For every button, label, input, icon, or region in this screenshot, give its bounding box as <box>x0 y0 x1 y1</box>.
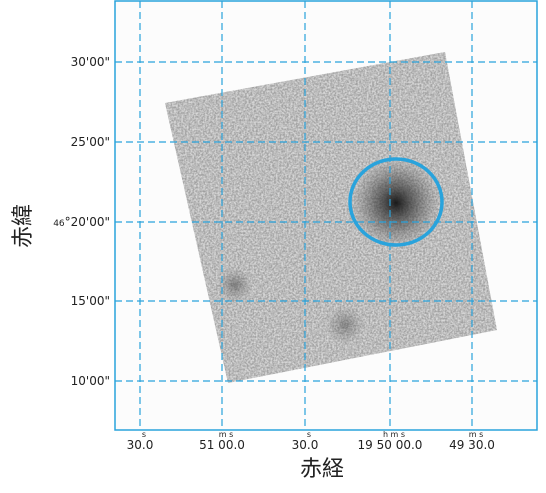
x-tick-label: 51 00.0 <box>199 438 245 452</box>
x-tick-superscript: m s <box>219 430 234 439</box>
x-tick-label: 30.0 <box>292 438 319 452</box>
x-tick-label: 19 50 00.0 <box>358 438 423 452</box>
grid <box>115 1 537 430</box>
x-tick-superscript: h m s <box>383 430 405 439</box>
source-circle <box>348 157 444 247</box>
y-tick-label: 46°20'00" <box>53 215 110 229</box>
x-tick-superscript: s <box>307 430 311 439</box>
y-tick-degree: 46 <box>53 219 65 229</box>
y-tick-label: 25'00" <box>71 135 110 149</box>
sky-image <box>165 52 497 383</box>
x-tick-label: 30.0 <box>127 438 154 452</box>
y-tick-label: 30'00" <box>71 55 110 69</box>
y-tick-label: 15'00" <box>71 294 110 308</box>
y-tick-label: 10'00" <box>71 374 110 388</box>
x-axis-title: 赤経 <box>300 457 344 482</box>
y-axis-title: 赤緯 <box>11 204 36 248</box>
y-tick-text: °20'00" <box>65 215 110 229</box>
x-tick-superscript: m s <box>469 430 484 439</box>
x-tick-label: 49 30.0 <box>449 438 495 452</box>
x-tick-superscript: s <box>142 430 146 439</box>
